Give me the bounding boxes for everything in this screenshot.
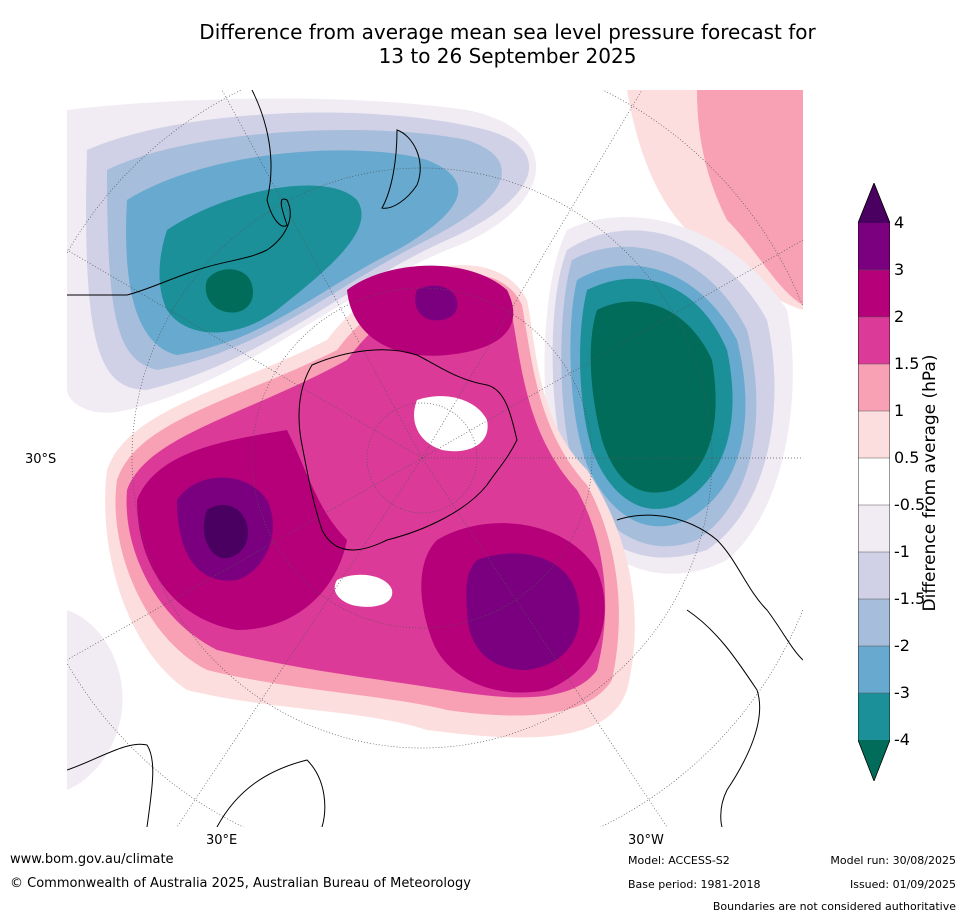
colorbar-swatch-2-to-3: [858, 270, 890, 317]
colorbar-tick: -1.5: [894, 589, 926, 608]
latitude-label-30s: 30°S: [25, 452, 57, 467]
colorbar-tick: -4: [894, 730, 910, 749]
negative-anomaly-atlantic: [544, 216, 793, 574]
colorbar-swatch-1-to-1.5: [858, 364, 890, 411]
colorbar-swatch-minus-2: [858, 646, 890, 693]
base-period: Base period: 1981-2018: [628, 878, 761, 891]
colorbar-swatch-0.5-to-1: [858, 411, 890, 458]
colorbar-label-text: Difference from average (hPa): [920, 354, 940, 612]
colorbar-tick: 1.5: [894, 354, 920, 373]
colorbar-swatch-1.5-to-2: [858, 317, 890, 364]
colorbar-swatch-minus-1.5: [858, 599, 890, 646]
africa-coast: [67, 743, 154, 827]
longitude-label-30e: 30°E: [206, 833, 238, 848]
colorbar-dividers: [858, 269, 890, 694]
website-link[interactable]: www.bom.gov.au/climate: [10, 852, 174, 867]
graticule: [67, 90, 803, 827]
anomaly-map-svg: [67, 90, 803, 827]
negative-anomaly-southern-africa: [67, 610, 123, 790]
colorbar-min-arrow: [858, 740, 890, 781]
colorbar-tick: -2: [894, 636, 910, 655]
issued-date: Issued: 01/09/2025: [849, 878, 956, 891]
polar-map: [67, 90, 803, 827]
colorbar-tick: 4: [894, 213, 905, 232]
colorbar-swatch-minus-0.5: [858, 505, 890, 552]
colorbar-tick: 1: [894, 401, 905, 420]
anomaly-top-right-strong: [697, 90, 803, 305]
model-name: Model: ACCESS-S2: [628, 854, 730, 867]
colorbar-swatch-minus-1: [858, 552, 890, 599]
africa-coast-2: [216, 759, 326, 827]
australia-coast: [67, 90, 291, 296]
colorbar-tick: 0.5: [894, 448, 920, 467]
colorbar-swatch-neutral: [858, 458, 890, 505]
negative-anomaly-australia: [67, 98, 537, 413]
longitude-label-30w: 30°W: [628, 833, 664, 848]
positive-anomaly-antarctic: [105, 265, 635, 738]
copyright-text: © Commonwealth of Australia 2025, Austra…: [10, 876, 471, 891]
title-line-1: Difference from average mean sea level p…: [199, 20, 816, 44]
colorbar-tick: -1: [894, 542, 910, 561]
colorbar-max-arrow: [858, 183, 890, 223]
title-line-2: 13 to 26 September 2025: [378, 44, 637, 68]
colorbar-tick: -3: [894, 683, 910, 702]
colorbar-swatch-minus-3: [858, 693, 890, 740]
colorbar-tick: -0.5: [894, 495, 926, 514]
south-america-coast-2: [686, 609, 761, 827]
antarctica-coast: [298, 349, 518, 551]
colorbar-tick: 2: [894, 307, 905, 326]
coastlines: [67, 90, 803, 827]
south-america-coast: [616, 514, 803, 661]
model-run-date: Model run: 30/08/2025: [830, 854, 956, 867]
map-title: Difference from average mean sea level p…: [100, 20, 915, 68]
colorbar-tick: 3: [894, 260, 905, 279]
boundaries-disclaimer: Boundaries are not considered authoritat…: [712, 900, 956, 913]
new-zealand-coast: [381, 129, 421, 209]
colorbar: [858, 183, 890, 781]
colorbar-swatch-3-to-4: [858, 223, 890, 270]
